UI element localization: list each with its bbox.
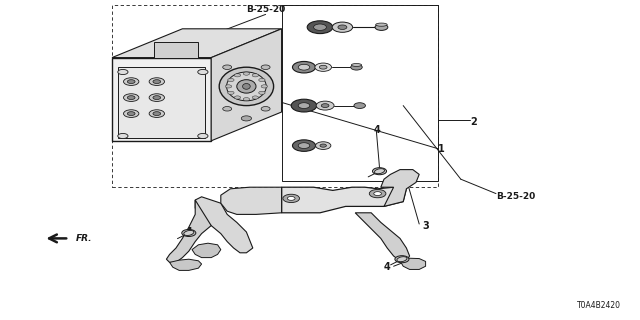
- Polygon shape: [221, 187, 282, 214]
- Circle shape: [234, 74, 241, 77]
- Circle shape: [261, 65, 270, 69]
- Circle shape: [149, 110, 164, 117]
- Ellipse shape: [374, 169, 385, 174]
- Circle shape: [153, 80, 161, 84]
- Text: 1: 1: [438, 144, 445, 154]
- Bar: [154, 42, 198, 58]
- Circle shape: [292, 61, 316, 73]
- Circle shape: [316, 101, 334, 110]
- Polygon shape: [381, 170, 419, 206]
- Circle shape: [127, 80, 135, 84]
- Polygon shape: [355, 213, 410, 261]
- Circle shape: [298, 143, 310, 148]
- Circle shape: [261, 107, 270, 111]
- Ellipse shape: [351, 64, 362, 67]
- Circle shape: [316, 142, 331, 149]
- Polygon shape: [211, 29, 282, 141]
- Circle shape: [314, 24, 326, 30]
- Bar: [282, 5, 438, 181]
- Ellipse shape: [397, 257, 407, 262]
- Circle shape: [243, 98, 250, 101]
- Circle shape: [234, 96, 241, 99]
- Circle shape: [118, 69, 128, 75]
- Circle shape: [319, 65, 327, 69]
- Circle shape: [372, 168, 387, 175]
- Ellipse shape: [237, 80, 256, 93]
- Text: 4: 4: [185, 227, 192, 237]
- Polygon shape: [166, 200, 211, 262]
- Circle shape: [307, 21, 333, 34]
- Ellipse shape: [376, 23, 387, 26]
- Text: 2: 2: [470, 116, 477, 127]
- Text: FR.: FR.: [76, 234, 92, 243]
- Circle shape: [320, 144, 326, 147]
- Circle shape: [261, 85, 268, 88]
- Circle shape: [375, 24, 388, 30]
- Bar: [118, 67, 205, 138]
- Circle shape: [332, 22, 353, 32]
- Ellipse shape: [227, 72, 266, 101]
- Bar: [112, 58, 211, 141]
- Circle shape: [369, 189, 386, 198]
- Circle shape: [153, 96, 161, 100]
- Circle shape: [283, 194, 300, 203]
- Circle shape: [124, 110, 139, 117]
- Text: 4: 4: [384, 262, 391, 272]
- Circle shape: [351, 64, 362, 70]
- Circle shape: [259, 91, 265, 94]
- Text: T0A4B2420: T0A4B2420: [577, 301, 621, 310]
- Polygon shape: [112, 29, 282, 58]
- Polygon shape: [170, 259, 202, 270]
- Text: B-25-20: B-25-20: [246, 5, 285, 14]
- Circle shape: [252, 74, 259, 77]
- Circle shape: [223, 65, 232, 69]
- Polygon shape: [195, 197, 253, 253]
- Circle shape: [292, 140, 316, 151]
- Circle shape: [225, 85, 232, 88]
- Ellipse shape: [184, 230, 194, 236]
- Circle shape: [298, 103, 310, 108]
- Circle shape: [198, 133, 208, 139]
- Polygon shape: [400, 258, 426, 269]
- Circle shape: [124, 78, 139, 85]
- Circle shape: [127, 112, 135, 116]
- Circle shape: [298, 64, 310, 70]
- Circle shape: [354, 103, 365, 108]
- Circle shape: [127, 96, 135, 100]
- Circle shape: [182, 229, 196, 236]
- Text: B-25-20: B-25-20: [496, 192, 535, 201]
- Circle shape: [118, 133, 128, 139]
- Circle shape: [321, 104, 329, 108]
- Circle shape: [228, 78, 234, 82]
- Circle shape: [153, 112, 161, 116]
- Circle shape: [287, 196, 295, 200]
- Circle shape: [124, 94, 139, 101]
- Circle shape: [374, 192, 381, 196]
- Ellipse shape: [219, 67, 274, 106]
- Circle shape: [149, 94, 164, 101]
- Text: 4: 4: [374, 124, 381, 135]
- Circle shape: [252, 96, 259, 99]
- Circle shape: [315, 63, 332, 71]
- Text: 3: 3: [422, 220, 429, 231]
- Circle shape: [241, 116, 252, 121]
- Circle shape: [223, 107, 232, 111]
- Circle shape: [259, 78, 265, 82]
- Polygon shape: [282, 187, 406, 213]
- Polygon shape: [192, 243, 221, 258]
- Circle shape: [338, 25, 347, 29]
- Circle shape: [395, 256, 409, 263]
- Circle shape: [291, 99, 317, 112]
- Bar: [112, 5, 438, 187]
- Ellipse shape: [243, 84, 250, 89]
- Circle shape: [243, 72, 250, 75]
- Circle shape: [228, 91, 234, 94]
- Circle shape: [198, 69, 208, 75]
- Circle shape: [149, 78, 164, 85]
